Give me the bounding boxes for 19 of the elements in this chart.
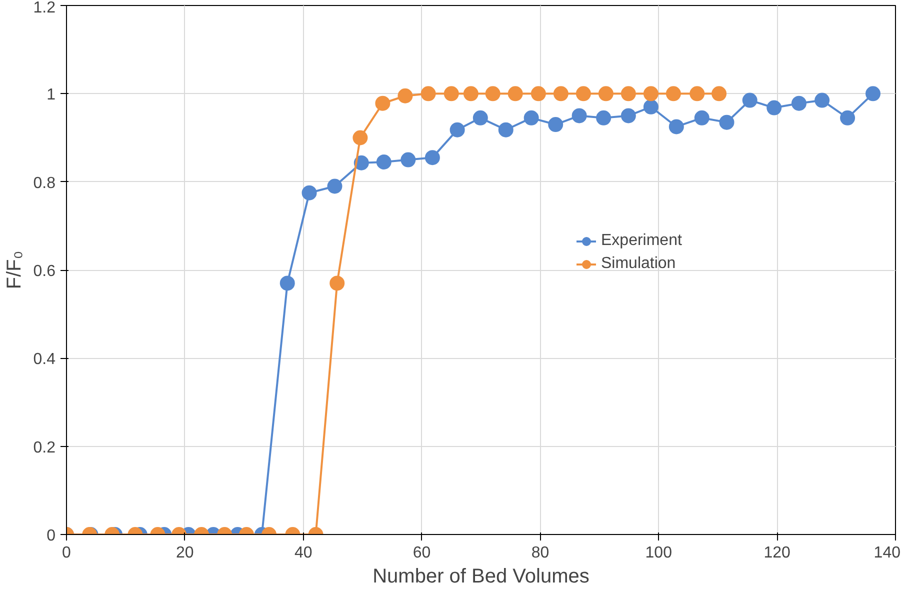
x-tick-label: 20 — [176, 544, 194, 562]
y-tick-label: 0 — [46, 528, 56, 544]
x-tick-label: 80 — [531, 544, 550, 562]
legend-label: Simulation — [601, 255, 676, 273]
x-tick-label: 120 — [764, 544, 791, 562]
x-tick-label: 100 — [645, 544, 672, 562]
legend-label: Experiment — [601, 232, 682, 250]
x-tick-label: 60 — [412, 544, 431, 562]
y-tick-label: 0.2 — [33, 439, 56, 456]
y-tick-label: 0.8 — [33, 174, 56, 192]
y-tick-label: 0.6 — [33, 263, 56, 280]
y-tick-label: 1 — [46, 86, 56, 104]
x-tick-label: 0 — [62, 544, 72, 562]
x-tick-label: 40 — [294, 544, 312, 562]
y-axis-title: F/F₀ — [3, 250, 26, 290]
x-axis-title: Number of Bed Volumes — [372, 566, 590, 588]
x-tick-label: 140 — [874, 544, 901, 562]
y-tick-label: 1.2 — [33, 0, 56, 16]
y-tick-label: 0.4 — [33, 351, 56, 368]
